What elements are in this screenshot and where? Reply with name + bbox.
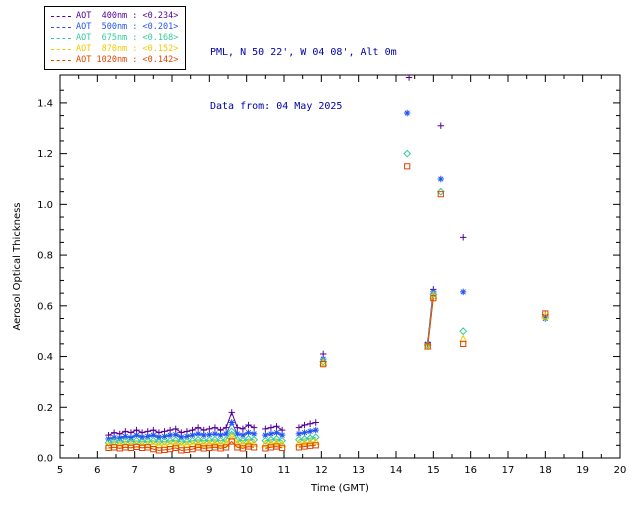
y-tick-label: 0.2 [37,403,53,414]
legend-line-sample [51,48,71,50]
x-tick-label: 10 [240,465,253,476]
x-tick-label: 8 [169,465,175,476]
x-axis-title: Time (GMT) [310,483,369,494]
x-tick-label: 13 [352,465,365,476]
x-tick-label: 17 [502,465,515,476]
y-tick-label: 0.6 [37,301,53,312]
legend-label: AOT 675nm : <0.168> [76,33,179,43]
legend-line-sample [51,26,71,28]
legend-item-870nm: AOT 870nm : <0.152> [51,44,178,54]
x-tick-label: 18 [539,465,552,476]
legend-item-675nm: AOT 675nm : <0.168> [51,33,178,43]
x-tick-label: 14 [390,465,403,476]
series-1020nm [105,163,549,454]
site-info: PML, N 50 22', W 04 08', Alt 0m [210,47,397,58]
legend-label: AOT 400nm : <0.234> [76,11,179,21]
series-markers-870nm [104,291,550,449]
legend-line-sample [51,37,71,39]
series-500nm [105,109,549,443]
x-tick-label: 7 [131,465,137,476]
data-date: Data from: 04 May 2025 [210,101,343,112]
legend-item-500nm: AOT 500nm : <0.201> [51,22,178,32]
series-markers-1020nm [105,163,549,454]
x-tick-label: 16 [464,465,477,476]
legend-line-sample [51,59,71,61]
x-tick-label: 20 [614,465,627,476]
legend-label: AOT 870nm : <0.152> [76,44,179,54]
legend-box: AOT 400nm : <0.234> AOT 500nm : <0.201> AO… [44,6,187,70]
series-line-500nm [109,292,546,439]
x-tick-label: 9 [206,465,212,476]
y-axis-title: Aerosol Optical Thickness [12,202,23,330]
y-axis: 0.0 0.2 0.4 0.6 0.8 1.0 1.2 1.4 [37,89,620,465]
series-870nm [104,291,550,449]
y-tick-label: 1.4 [37,98,53,109]
legend-line-sample [51,15,71,17]
x-tick-label: 15 [427,465,440,476]
series-line-400nm [109,289,546,435]
x-tick-label: 11 [278,465,291,476]
legend-label: AOT 500nm : <0.201> [76,22,179,32]
x-tick-label: 19 [576,465,589,476]
series-675nm [104,149,550,447]
y-tick-label: 0.8 [37,251,53,262]
y-tick-label: 1.0 [37,200,53,211]
x-tick-label: 12 [315,465,328,476]
y-tick-label: 1.2 [37,149,53,160]
legend-item-1020nm: AOT 1020nm : <0.142> [51,55,178,65]
series-line-1020nm [109,298,546,450]
series-line-675nm [109,294,546,442]
series-markers-675nm [104,149,550,447]
y-tick-label: 0.0 [37,454,53,465]
x-axis: 5 6 7 8 9 10 11 12 13 14 15 16 17 18 19 20 [57,75,627,476]
y-tick-label: 0.4 [37,352,53,363]
x-tick-label: 5 [57,465,63,476]
legend-label: AOT 1020nm : <0.142> [76,55,179,65]
series-line-870nm [109,296,546,446]
series-markers-500nm [105,109,549,443]
plot-header: PML, N 50 22', W 04 08', Alt 0m Data fro… [210,8,397,152]
legend-item-400nm: AOT 400nm : <0.234> [51,11,178,21]
x-tick-label: 6 [94,465,100,476]
